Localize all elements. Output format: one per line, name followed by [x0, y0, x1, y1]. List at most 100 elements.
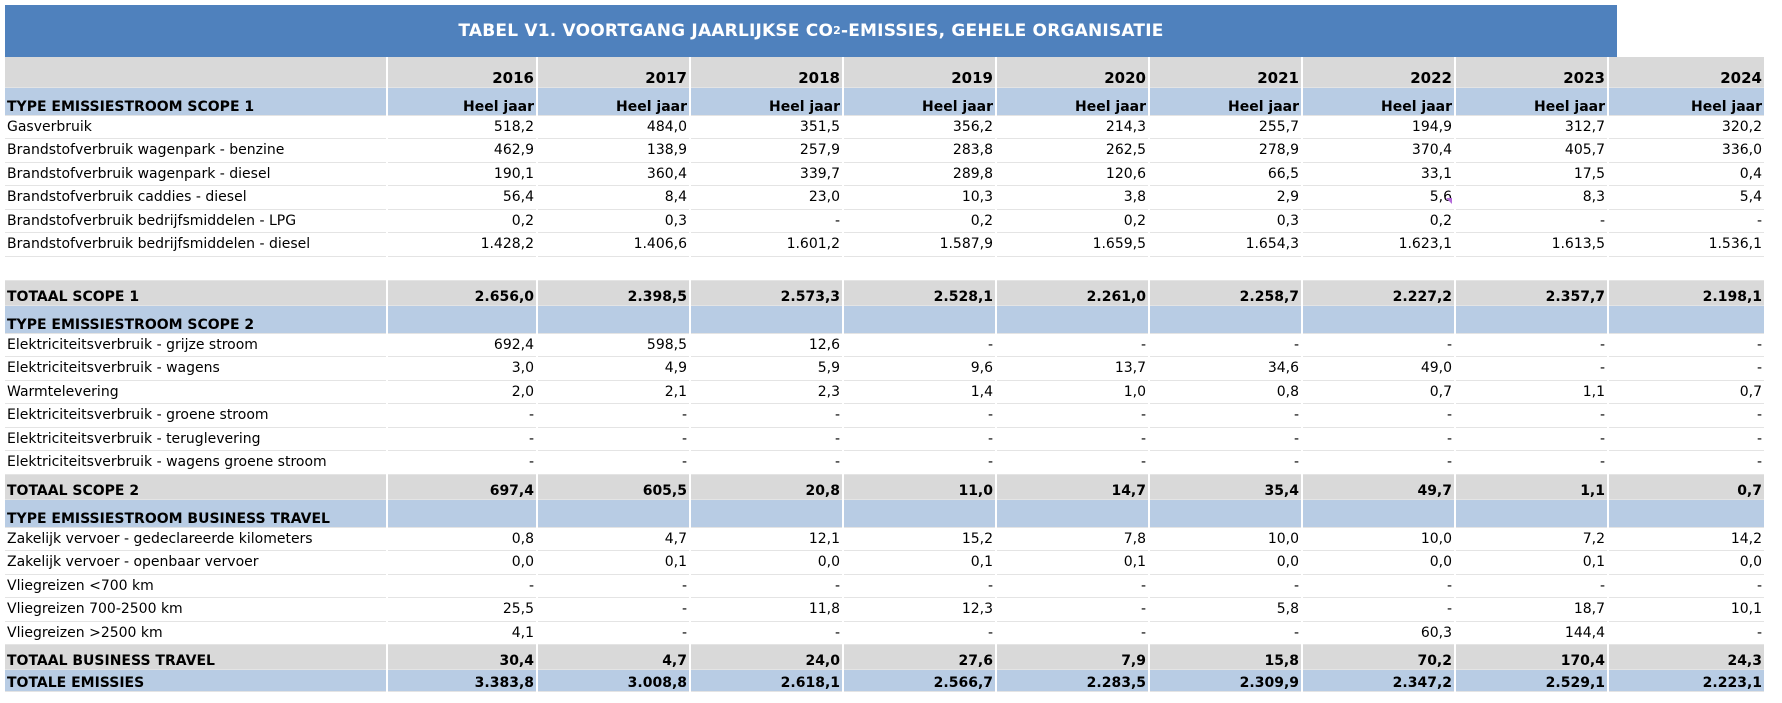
value-cell: 23,0 [690, 185, 844, 210]
row-label: Brandstofverbruik caddies - diesel [5, 185, 388, 210]
value-cell: 0,2 [387, 209, 538, 233]
value-cell [843, 256, 997, 281]
table-row: Elektriciteitsverbruik - grijze stroom 69… [5, 333, 1766, 357]
value-cell: 4,9 [537, 356, 691, 381]
table-title: TABEL V1. VOORTGANG JAARLIJKSE CO 2 -EMISS… [5, 5, 1617, 57]
value-cell [1149, 256, 1303, 281]
value-cell [1455, 499, 1609, 528]
year-header-cell: 2021 [1149, 57, 1303, 88]
value-cell: 2.283,5 [996, 669, 1150, 692]
value-cell: 1.406,6 [537, 232, 691, 257]
value-cell [387, 256, 538, 281]
row-label: TOTALE EMISSIES [5, 669, 388, 692]
row-label: TOTAAL SCOPE 2 [5, 474, 388, 500]
year-header-cell: 2024 [1608, 57, 1766, 88]
value-cell [1302, 256, 1456, 281]
row-label: Elektriciteitsverbruik - wagens [5, 356, 388, 381]
value-cell: 27,6 [843, 644, 997, 670]
value-cell: 2.309,9 [1149, 669, 1303, 692]
row-label: Elektriciteitsverbruik - grijze stroom [5, 333, 388, 357]
value-cell: - [843, 333, 997, 357]
title-main: TABEL V1. VOORTGANG JAARLIJKSE CO [458, 21, 834, 41]
value-cell: Heel jaar [1455, 87, 1609, 116]
value-cell: - [996, 574, 1150, 598]
value-cell: 0,2 [996, 209, 1150, 233]
header-corner-cell [5, 57, 388, 88]
value-cell: 10,3 [843, 185, 997, 210]
section-header-row: TYPE EMISSIESTROOM BUSINESS TRAVEL [5, 499, 1766, 528]
value-cell: - [1149, 574, 1303, 598]
value-cell: 0,4 [1608, 162, 1766, 186]
table-row: Elektriciteitsverbruik - wagens 3,0 4,9 5,9… [5, 356, 1766, 381]
value-cell: 2.528,1 [843, 280, 997, 306]
value-cell: - [843, 427, 997, 451]
value-cell: - [1455, 333, 1609, 357]
value-cell: 339,7 [690, 162, 844, 186]
value-cell: 34,6 [1149, 356, 1303, 381]
row-label: TOTAAL SCOPE 1 [5, 280, 388, 306]
table-row: Brandstofverbruik wagenpark - diesel 190,… [5, 162, 1766, 186]
value-cell: - [996, 403, 1150, 428]
value-cell: - [387, 574, 538, 598]
table-row: Brandstofverbruik bedrijfsmiddelen - die… [5, 232, 1766, 257]
value-cell: 2.566,7 [843, 669, 997, 692]
row-label [5, 256, 388, 281]
value-cell: 1,1 [1455, 474, 1609, 500]
value-cell: - [1455, 427, 1609, 451]
value-cell: 7,9 [996, 644, 1150, 670]
value-cell: - [537, 450, 691, 475]
value-cell: 33,1 [1302, 162, 1456, 186]
value-cell: 170,4 [1455, 644, 1609, 670]
value-cell: 30,4 [387, 644, 538, 670]
row-label: TOTAAL BUSINESS TRAVEL [5, 644, 388, 670]
value-cell: 66,5 [1149, 162, 1303, 186]
value-cell: 11,8 [690, 597, 844, 622]
value-cell: Heel jaar [537, 87, 691, 116]
value-cell: 2.529,1 [1455, 669, 1609, 692]
value-cell: - [387, 427, 538, 451]
value-cell: 12,1 [690, 527, 844, 551]
value-cell: 9,6 [843, 356, 997, 381]
row-label: Brandstofverbruik bedrijfsmiddelen - die… [5, 232, 388, 257]
value-cell: - [843, 403, 997, 428]
value-cell: 138,9 [537, 138, 691, 163]
value-cell: 283,8 [843, 138, 997, 163]
value-cell: - [537, 597, 691, 622]
value-cell: - [1455, 574, 1609, 598]
value-cell: 10,1 [1608, 597, 1766, 622]
title-rest: -EMISSIES, GEHELE ORGANISATIE [840, 21, 1164, 41]
value-cell: 24,0 [690, 644, 844, 670]
value-cell: 56,4 [387, 185, 538, 210]
value-cell [843, 499, 997, 528]
value-cell: 7,8 [996, 527, 1150, 551]
value-cell: 484,0 [537, 115, 691, 139]
value-cell [387, 305, 538, 334]
value-cell: 2,1 [537, 380, 691, 404]
table-row: Zakelijk vervoer - openbaar vervoer 0,0 0,… [5, 550, 1766, 575]
value-cell: 14,7 [996, 474, 1150, 500]
value-cell: 13,7 [996, 356, 1150, 381]
value-cell: 12,3 [843, 597, 997, 622]
value-cell: - [1302, 403, 1456, 428]
value-cell: 462,9 [387, 138, 538, 163]
value-cell: 144,4 [1455, 621, 1609, 645]
value-cell: 5,4 [1608, 185, 1766, 210]
value-cell: 2,3 [690, 380, 844, 404]
value-cell: 356,2 [843, 115, 997, 139]
table-row: Brandstofverbruik caddies - diesel 56,4 8,… [5, 185, 1766, 210]
value-cell [537, 305, 691, 334]
value-cell: 2.227,2 [1302, 280, 1456, 306]
row-label: Zakelijk vervoer - openbaar vervoer [5, 550, 388, 575]
value-cell: Heel jaar [996, 87, 1150, 116]
value-cell [1149, 499, 1303, 528]
value-cell: - [690, 621, 844, 645]
value-cell: 2.261,0 [996, 280, 1150, 306]
value-cell: 0,0 [1302, 550, 1456, 575]
value-cell: 5,6 [1302, 185, 1456, 210]
row-label: Brandstofverbruik bedrijfsmiddelen - LPG [5, 209, 388, 233]
value-cell: 518,2 [387, 115, 538, 139]
section-header-row: TYPE EMISSIESTROOM SCOPE 1 Heel jaar Heel … [5, 87, 1766, 116]
value-cell: 2.223,1 [1608, 669, 1766, 692]
row-label: Vliegreizen 700-2500 km [5, 597, 388, 622]
subtotal-row: TOTAAL SCOPE 1 2.656,0 2.398,5 2.573,3 2.528… [5, 280, 1766, 306]
